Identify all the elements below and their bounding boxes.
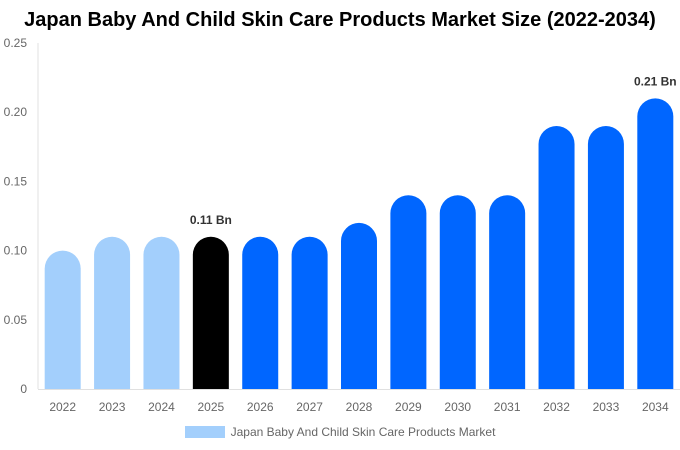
x-tick-label: 2024 bbox=[148, 400, 175, 414]
bar-2033 bbox=[587, 126, 624, 390]
x-tick-label: 2030 bbox=[444, 400, 471, 414]
y-tick-label: 0.15 bbox=[4, 174, 28, 188]
x-tick-label: 2031 bbox=[494, 400, 521, 414]
y-tick-label: 0.10 bbox=[4, 244, 28, 258]
x-tick-label: 2027 bbox=[296, 400, 323, 414]
bar-2023 bbox=[94, 236, 131, 389]
bar-2029 bbox=[390, 195, 427, 389]
bar-2027 bbox=[291, 236, 328, 389]
bar-2031 bbox=[489, 195, 526, 389]
bar-2030 bbox=[439, 195, 476, 389]
legend: Japan Baby And Child Skin Care Products … bbox=[0, 425, 680, 439]
x-tick-label: 2033 bbox=[593, 400, 620, 414]
y-tick-label: 0.25 bbox=[4, 36, 28, 50]
x-tick-label: 2032 bbox=[543, 400, 570, 414]
bar-2022 bbox=[44, 250, 81, 389]
bar-2024 bbox=[143, 236, 180, 389]
data-label: 0.21 Bn bbox=[634, 74, 677, 88]
bar-2025 bbox=[192, 236, 229, 389]
x-tick-label: 2028 bbox=[346, 400, 373, 414]
chart-title: Japan Baby And Child Skin Care Products … bbox=[24, 9, 656, 31]
x-tick-label: 2034 bbox=[642, 400, 669, 414]
x-tick-label: 2023 bbox=[99, 400, 126, 414]
y-tick-label: 0.20 bbox=[4, 105, 28, 119]
bar-2032 bbox=[538, 126, 575, 390]
x-tick-label: 2025 bbox=[197, 400, 224, 414]
x-tick-label: 2026 bbox=[247, 400, 274, 414]
legend-swatch bbox=[184, 426, 225, 438]
bar-2026 bbox=[242, 236, 279, 389]
bar-2028 bbox=[341, 222, 377, 389]
x-tick-label: 2029 bbox=[395, 400, 422, 414]
data-label: 0.11 Bn bbox=[190, 213, 232, 227]
y-tick-label: 0 bbox=[20, 382, 27, 396]
x-tick-label: 2022 bbox=[49, 400, 76, 414]
legend-label: Japan Baby And Child Skin Care Products … bbox=[230, 425, 496, 439]
bar-2034 bbox=[637, 98, 674, 390]
y-tick-label: 0.05 bbox=[4, 313, 28, 327]
